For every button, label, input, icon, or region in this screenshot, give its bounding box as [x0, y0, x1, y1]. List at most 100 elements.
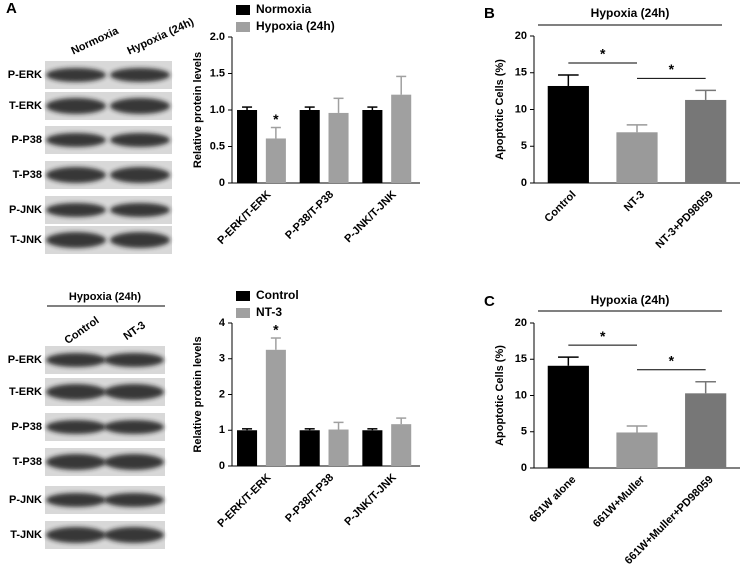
x-tick-label: P-P38/T-P38 — [283, 472, 336, 525]
panel-label: B — [484, 5, 495, 22]
bar — [685, 99, 727, 183]
panel-label: C — [484, 293, 495, 310]
y-tick-label: 2 — [219, 388, 225, 400]
y-tick-label: 3 — [219, 353, 225, 365]
x-tick-label: NT-3+PD98059 — [654, 189, 716, 251]
legend-swatch — [236, 22, 250, 32]
y-tick-label: 5 — [521, 426, 527, 438]
significance-star: * — [600, 328, 606, 344]
blot-band — [46, 493, 106, 507]
bar — [362, 110, 383, 183]
bar — [547, 365, 589, 468]
blot-row-label: T-P38 — [13, 169, 42, 181]
blot-row-label: T-ERK — [9, 100, 42, 112]
blot-band — [46, 454, 106, 470]
y-tick-label: 1.0 — [210, 104, 225, 116]
blot-band — [110, 232, 170, 248]
bar — [391, 424, 412, 466]
bar — [547, 85, 589, 183]
blot-band — [110, 68, 170, 82]
blot-row-label: T-ERK — [9, 386, 42, 398]
blot-column-label: Hypoxia (24h) — [125, 16, 196, 58]
blot-row-label: T-JNK — [10, 234, 42, 246]
blot-row-label: P-JNK — [9, 204, 42, 216]
significance-star: * — [273, 322, 279, 338]
y-tick-label: 2.0 — [210, 31, 225, 43]
bar — [265, 138, 286, 183]
blot-band — [110, 98, 170, 114]
bar — [328, 112, 349, 183]
y-tick-label: 1 — [219, 424, 225, 436]
y-tick-label: 0 — [521, 462, 527, 474]
blot-band — [104, 420, 164, 434]
blot-band — [46, 353, 106, 367]
x-tick-label: 661W+Muller — [591, 473, 648, 530]
blot-column-label: Normoxia — [69, 25, 121, 58]
legend-label: Normoxia — [256, 2, 312, 16]
blot-band — [46, 527, 106, 543]
blot-row-label: P-ERK — [8, 354, 42, 366]
x-tick-label: P-ERK/T-ERK — [215, 189, 273, 247]
group-header: Hypoxia (24h) — [591, 293, 670, 307]
bar — [391, 94, 412, 183]
y-tick-label: 15 — [515, 353, 527, 365]
blot-band — [104, 384, 164, 400]
y-tick-label: 20 — [515, 30, 527, 42]
blot-row-label: P-P38 — [11, 421, 42, 433]
bar — [237, 430, 258, 466]
blot-band — [46, 167, 106, 183]
legend-label: NT-3 — [256, 305, 282, 319]
blot-row-label: P-JNK — [9, 494, 42, 506]
blot-row-label: P-P38 — [11, 134, 42, 146]
y-axis-label: Apoptotic Cells (%) — [494, 345, 506, 446]
y-tick-label: 0 — [219, 460, 225, 472]
blot-row-label: T-P38 — [13, 456, 42, 468]
blot-band — [46, 384, 106, 400]
y-tick-label: 0 — [219, 177, 225, 189]
x-tick-label: P-JNK/T-JNK — [342, 189, 398, 245]
bar — [299, 110, 320, 183]
blot-column-label: Control — [63, 315, 102, 347]
blot-band — [46, 420, 106, 434]
x-tick-label: NT-3 — [622, 189, 647, 214]
y-tick-label: 10 — [515, 103, 527, 115]
bar — [237, 110, 258, 183]
bar — [616, 432, 658, 468]
y-tick-label: 20 — [515, 317, 527, 329]
x-tick-label: P-P38/T-P38 — [283, 189, 336, 242]
y-tick-label: 5 — [521, 140, 527, 152]
x-tick-label: P-ERK/T-ERK — [215, 472, 273, 530]
blot-band — [110, 167, 170, 183]
y-axis-label: Relative protein levels — [192, 52, 204, 168]
blot-band — [104, 493, 164, 507]
significance-star: * — [273, 111, 279, 127]
bar — [616, 132, 658, 183]
blot-band — [46, 98, 106, 114]
panel-label: A — [6, 0, 17, 17]
significance-star: * — [600, 46, 606, 62]
blot-band — [104, 353, 164, 367]
bar — [685, 393, 727, 468]
x-tick-label: 661W alone — [527, 474, 578, 525]
blot-row-label: P-ERK — [8, 69, 42, 81]
legend-swatch — [236, 5, 250, 15]
y-tick-label: 4 — [219, 317, 226, 329]
significance-star: * — [669, 352, 675, 368]
blot-band — [104, 527, 164, 543]
y-axis-label: Relative protein levels — [192, 336, 204, 452]
significance-star: * — [669, 61, 675, 77]
bar — [299, 430, 320, 466]
blot-column-label: NT-3 — [122, 319, 148, 343]
bar — [328, 429, 349, 466]
blot-band — [46, 68, 106, 82]
blot-band — [46, 133, 106, 147]
y-tick-label: 0.5 — [210, 140, 225, 152]
blot-band — [104, 454, 164, 470]
x-tick-label: P-JNK/T-JNK — [342, 472, 398, 528]
legend-swatch — [236, 291, 250, 301]
legend-label: Hypoxia (24h) — [256, 19, 335, 33]
bar — [362, 430, 383, 466]
x-tick-label: Control — [542, 189, 578, 225]
y-tick-label: 15 — [515, 67, 527, 79]
